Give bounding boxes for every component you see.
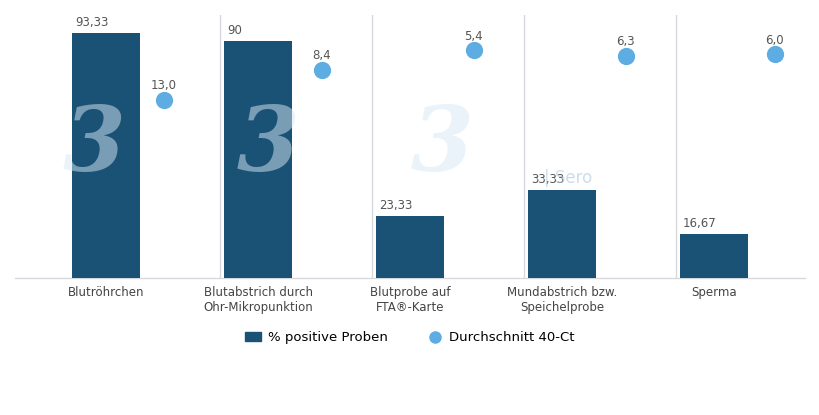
Legend: % positive Proben, Durchschnitt 40-Ct: % positive Proben, Durchschnitt 40-Ct [239,326,580,350]
Text: 16,67: 16,67 [682,217,716,230]
Text: 90: 90 [227,24,242,37]
Point [467,47,480,54]
Text: 23,33: 23,33 [378,199,412,212]
Bar [527,190,595,278]
Bar [679,234,747,278]
Text: 5,4: 5,4 [464,29,482,43]
Text: 3: 3 [62,103,125,190]
Text: 8,4: 8,4 [312,49,331,62]
Text: 13,0: 13,0 [151,79,177,93]
Point [315,67,328,73]
Point [767,51,781,58]
Bar [375,216,444,278]
Text: 93,33: 93,33 [75,16,108,29]
Bar [224,41,292,278]
Point [157,97,170,104]
Text: 3: 3 [236,103,299,190]
Text: 3: 3 [410,103,473,190]
Text: | Sero: | Sero [543,169,591,187]
Bar [72,32,140,278]
Text: 6,0: 6,0 [764,34,783,46]
Point [618,53,631,60]
Text: 33,33: 33,33 [530,173,563,186]
Text: 6,3: 6,3 [616,35,634,49]
